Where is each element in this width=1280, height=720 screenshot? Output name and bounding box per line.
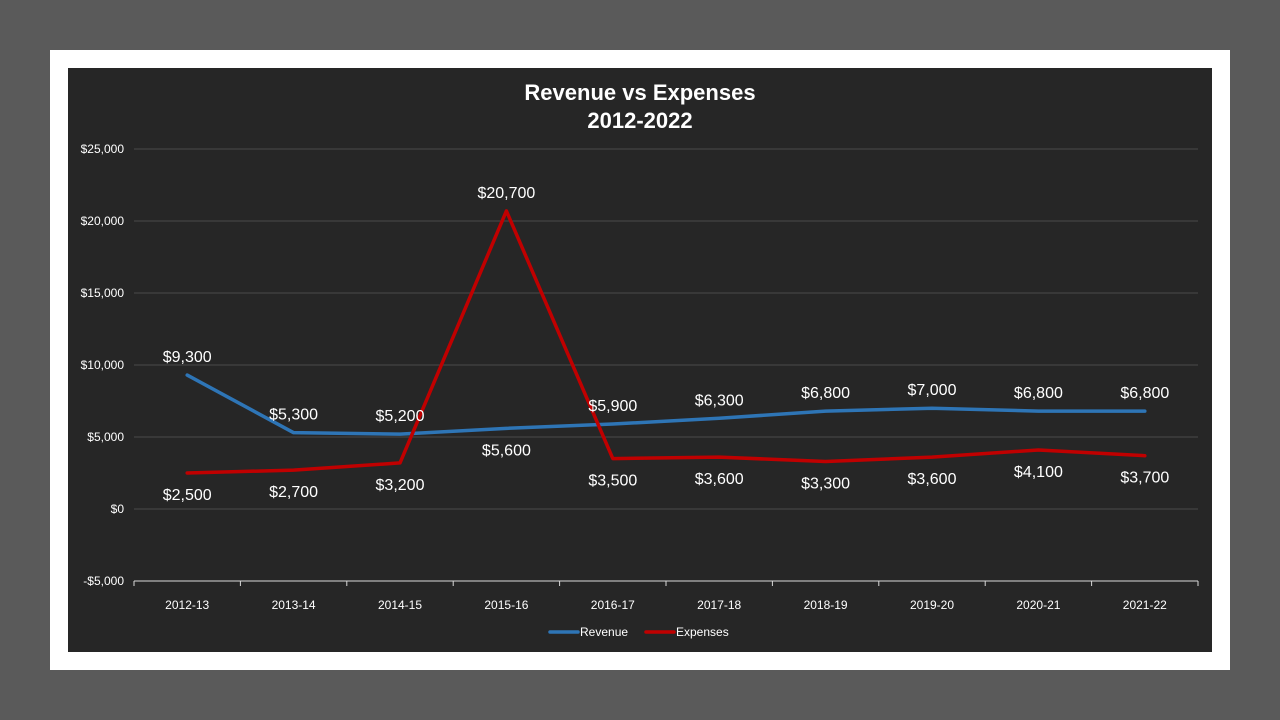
x-tick-label: 2017-18 xyxy=(697,598,741,612)
data-label: $5,300 xyxy=(269,407,318,424)
x-tick-label: 2016-17 xyxy=(591,598,635,612)
chart-area: $25,000 $20,000 $15,000 $10,000 $5,000 $0 -$5,… xyxy=(68,68,1212,652)
data-label: $6,800 xyxy=(1120,385,1169,402)
y-tick-label: $20,000 xyxy=(81,214,125,228)
y-tick-label: $0 xyxy=(111,502,125,516)
data-label: $7,000 xyxy=(908,382,957,399)
legend-label-revenue: Revenue xyxy=(580,625,628,639)
data-label: $5,200 xyxy=(376,408,425,425)
y-tick-label: -$5,000 xyxy=(83,574,124,588)
data-label: $3,600 xyxy=(908,471,957,488)
x-tick-label: 2018-19 xyxy=(804,598,848,612)
gridlines xyxy=(134,148,1198,510)
data-label: $3,600 xyxy=(695,471,744,488)
y-tick-label: $25,000 xyxy=(81,142,125,156)
data-label: $3,700 xyxy=(1120,470,1169,487)
data-label: $3,300 xyxy=(801,475,850,492)
legend-label-expenses: Expenses xyxy=(676,625,729,639)
x-tick-label: 2014-15 xyxy=(378,598,422,612)
chart-frame: $25,000 $20,000 $15,000 $10,000 $5,000 $0 -$5,… xyxy=(50,50,1230,670)
data-label: $6,800 xyxy=(801,385,850,402)
data-label: $2,700 xyxy=(269,484,318,501)
y-tick-label: $5,000 xyxy=(87,430,124,444)
data-label: $6,800 xyxy=(1014,385,1063,402)
data-label: $4,100 xyxy=(1014,464,1063,481)
data-label: $3,200 xyxy=(376,477,425,494)
x-tick-label: 2019-20 xyxy=(910,598,954,612)
data-label: $9,300 xyxy=(163,349,212,366)
x-tick-label: 2015-16 xyxy=(484,598,528,612)
data-label: $2,500 xyxy=(163,487,212,504)
x-tick-label: 2012-13 xyxy=(165,598,209,612)
data-labels: $9,300 $5,300 $5,200 $5,600 $5,900 $6,300 $6,8… xyxy=(163,185,1170,504)
y-tick-label: $15,000 xyxy=(81,286,125,300)
data-label: $5,900 xyxy=(588,398,637,415)
x-tick-label: 2021-22 xyxy=(1123,598,1167,612)
data-label: $6,300 xyxy=(695,392,744,409)
chart-title-line-1: Revenue vs Expenses xyxy=(524,80,755,105)
data-label: $5,600 xyxy=(482,442,531,459)
data-label: $20,700 xyxy=(477,185,535,202)
legend: Revenue Expenses xyxy=(548,625,729,639)
data-label: $3,500 xyxy=(588,473,637,490)
series-lines xyxy=(185,209,1147,475)
series-line-expenses xyxy=(185,209,1147,475)
series-line-revenue xyxy=(185,373,1147,436)
axes: $25,000 $20,000 $15,000 $10,000 $5,000 $0 -$5,… xyxy=(81,142,1199,612)
x-tick-label: 2013-14 xyxy=(272,598,316,612)
chart-title-line-2: 2012-2022 xyxy=(587,108,692,133)
line-chart: $25,000 $20,000 $15,000 $10,000 $5,000 $0 -$5,… xyxy=(81,80,1199,639)
y-tick-label: $10,000 xyxy=(81,358,125,372)
x-tick-label: 2020-21 xyxy=(1016,598,1060,612)
